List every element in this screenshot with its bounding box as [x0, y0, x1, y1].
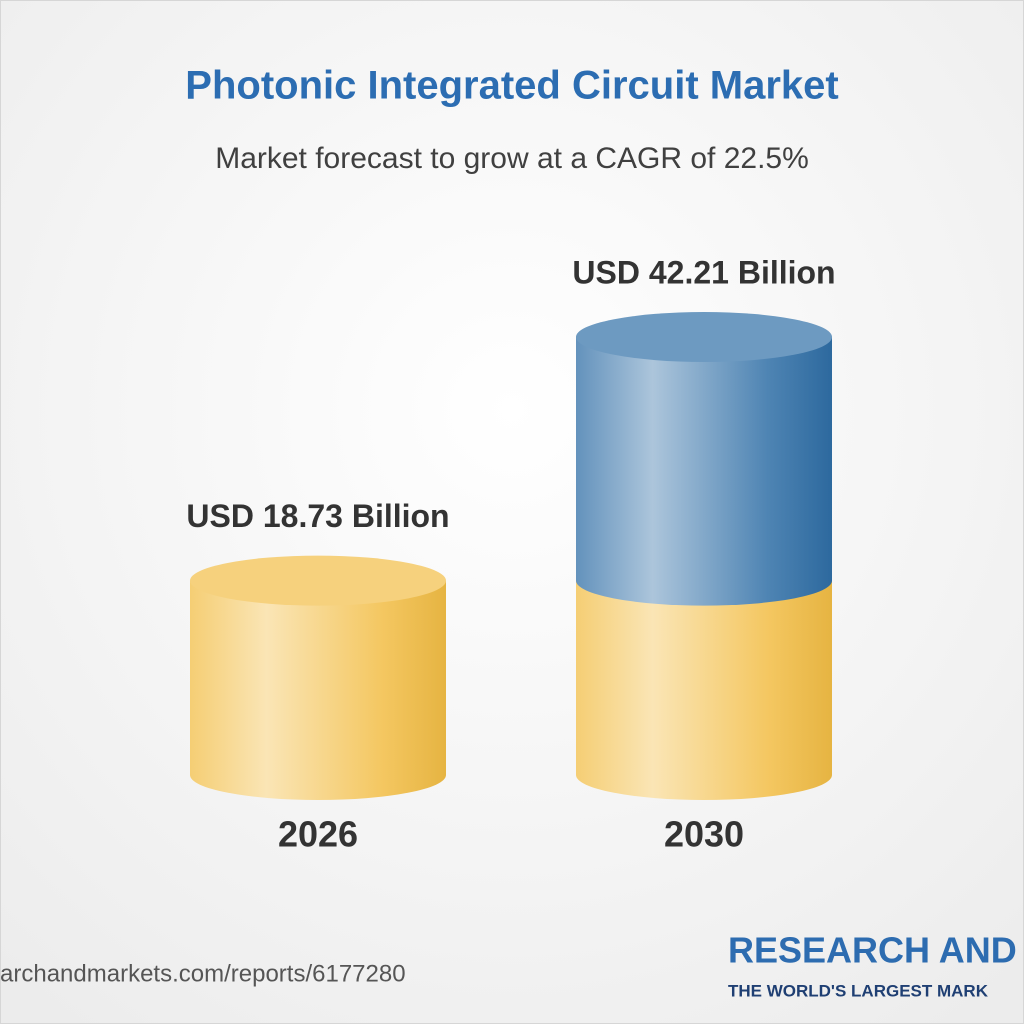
cylinder-bottom — [190, 750, 446, 800]
cylinder — [190, 555, 446, 800]
source: archandmarkets.com/reports/6177280 — [0, 960, 406, 987]
value-label: USD 42.21 Billion — [572, 254, 835, 290]
cylinder-top — [576, 312, 832, 362]
x-tick-label: 2026 — [278, 814, 358, 855]
logo-name: RESEARCH AND — [728, 930, 1017, 971]
chart-subtitle: Market forecast to grow at a CAGR of 22.… — [215, 142, 809, 175]
cylinder-body — [190, 580, 446, 775]
value-label: USD 18.73 Billion — [186, 498, 449, 534]
x-tick-label: 2030 — [664, 814, 744, 855]
cylinder-body — [576, 580, 832, 775]
cylinder-bottom — [576, 555, 832, 606]
chart-title: Photonic Integrated Circuit Market — [185, 64, 838, 108]
logo-tagline: THE WORLD'S LARGEST MARK — [728, 981, 989, 1000]
cylinder — [576, 312, 832, 800]
cylinder-body — [576, 337, 832, 581]
cylinder-top — [190, 555, 446, 606]
cylinder-bottom — [576, 750, 832, 800]
